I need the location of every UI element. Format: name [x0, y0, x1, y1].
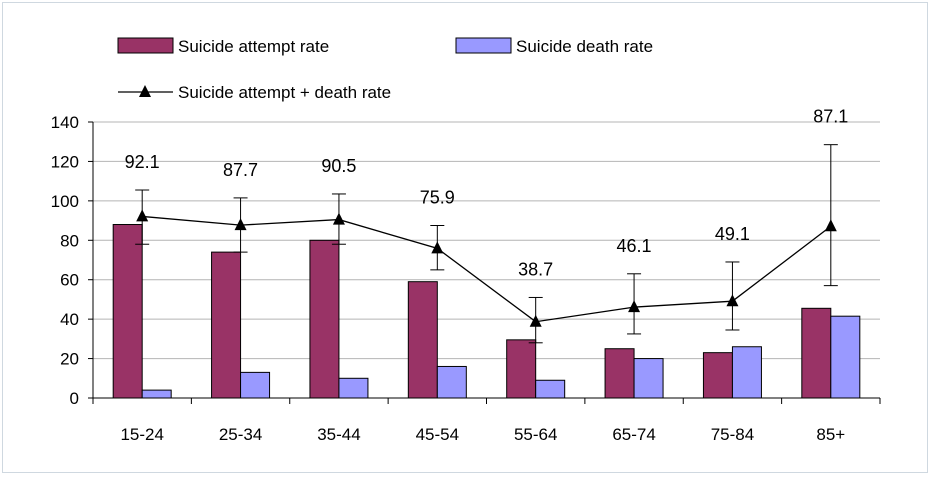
y-tick-label: 140 [51, 113, 79, 132]
y-tick-label: 0 [70, 389, 79, 408]
bar-death-rate [830, 315, 861, 399]
x-tick-label: 45-54 [416, 425, 459, 444]
triangle-marker [234, 218, 247, 231]
data-label: 90.5 [321, 156, 356, 176]
legend-swatch-death-rate [455, 37, 512, 54]
bars [112, 224, 861, 399]
y-tick-label: 40 [60, 310, 79, 329]
triangle-marker [136, 209, 149, 222]
x-tick-label: 85+ [816, 425, 845, 444]
bar-death-rate [436, 365, 467, 399]
bar-death-rate [240, 371, 271, 399]
y-tick-label: 60 [60, 271, 79, 290]
axes: 0 20 40 60 80 100 120 140 15-24 25-34 35-44 45-54 55… [51, 113, 881, 444]
x-tick-label: 65-74 [612, 425, 655, 444]
x-tick-label: 55-64 [514, 425, 557, 444]
x-tick-label: 25-34 [219, 425, 262, 444]
triangle-marker [824, 219, 837, 232]
y-tick-label: 80 [60, 231, 79, 250]
legend-marker-combined [139, 85, 151, 97]
bar-attempt-rate [309, 239, 340, 399]
x-tick-label: 75-84 [711, 425, 754, 444]
legend-label-combined: Suicide attempt + death rate [178, 83, 391, 102]
data-label: 92.1 [125, 152, 160, 172]
bar-attempt-rate [407, 281, 438, 399]
data-label: 38.7 [518, 259, 553, 279]
y-tick-label: 20 [60, 350, 79, 369]
bar-attempt-rate [801, 307, 832, 399]
gridlines [93, 121, 880, 360]
bar-attempt-rate [506, 339, 537, 399]
bar-attempt-rate [112, 224, 143, 399]
triangle-marker [726, 294, 739, 307]
bar-death-rate [338, 377, 369, 399]
legend-swatch-attempt-rate [117, 37, 174, 54]
data-label: 75.9 [420, 188, 455, 208]
y-tick-label: 120 [51, 152, 79, 171]
legend: Suicide attempt rate Suicide death rate Su… [117, 37, 653, 102]
legend-label-attempt-rate: Suicide attempt rate [178, 37, 329, 56]
bar-attempt-rate [211, 251, 242, 399]
combined-rate-line: 92.1 87.7 90.5 75.9 38.7 46.1 49.1 87.1 [125, 107, 848, 344]
combined-rate-series-line [142, 215, 832, 323]
triangle-marker [332, 212, 345, 225]
data-label: 49.1 [715, 224, 750, 244]
bar-attempt-rate [604, 348, 635, 399]
triangle-marker [628, 300, 641, 313]
x-tick-label: 15-24 [120, 425, 163, 444]
bar-death-rate [633, 358, 664, 399]
triangle-marker [431, 241, 444, 254]
bar-attempt-rate [702, 352, 733, 399]
x-tick-label: 35-44 [317, 425, 360, 444]
bar-death-rate [731, 346, 762, 399]
bar-death-rate [535, 379, 566, 399]
legend-label-death-rate: Suicide death rate [516, 37, 653, 56]
data-label: 87.1 [813, 107, 848, 127]
bar-death-rate [141, 389, 172, 399]
triangle-marker [529, 314, 542, 327]
data-label: 46.1 [617, 236, 652, 256]
y-tick-label: 100 [51, 192, 79, 211]
data-label: 87.7 [223, 160, 258, 180]
